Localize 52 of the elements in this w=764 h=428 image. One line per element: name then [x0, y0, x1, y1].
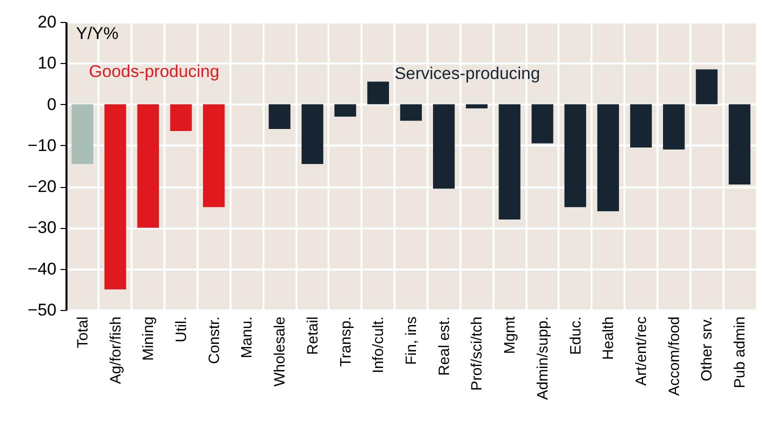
x-tick-label: Manu. [238, 316, 256, 358]
x-tick-label: Fin, ins [403, 316, 420, 365]
bar [728, 104, 750, 185]
bar [663, 104, 685, 150]
bar [203, 104, 225, 208]
bar [696, 69, 718, 104]
x-tick-label: Educ. [567, 316, 584, 355]
bar [564, 104, 586, 208]
x-tick-label: Prof/sci/tch [468, 316, 486, 391]
bar [367, 82, 389, 104]
x-tick-label: Accom/food [666, 316, 683, 396]
y-tick-label: 20 [38, 12, 56, 32]
x-tick-label: Wholesale [272, 316, 289, 387]
bar [268, 104, 290, 129]
x-tick-label: Real est. [436, 316, 453, 376]
bar [302, 104, 324, 164]
x-tick-label: Constr. [206, 316, 223, 364]
x-tick-label: Admin/supp. [534, 316, 552, 400]
bar [104, 104, 126, 290]
bar [137, 104, 159, 228]
annotation: Services-producing [394, 64, 540, 83]
x-tick-label: Health [600, 316, 618, 360]
y-tick-label: −30 [28, 218, 56, 238]
bar [72, 104, 94, 164]
x-tick-label: Mgmt [502, 316, 519, 354]
y-tick-label: −40 [28, 259, 56, 278]
bar [597, 104, 619, 212]
x-tick-label: Util. [173, 316, 190, 342]
x-tick-label: Total [74, 316, 92, 348]
x-tick-label: Retail [304, 316, 322, 355]
bar [630, 104, 652, 148]
y-tick-label: 10 [38, 54, 56, 73]
bar [466, 104, 488, 108]
annotation: Goods-producing [88, 62, 220, 81]
bar [334, 104, 356, 117]
annotation: Y/Y% [76, 24, 119, 43]
x-tick-label: Pub admin [732, 316, 749, 388]
y-tick-label: −10 [28, 136, 56, 155]
bar [498, 104, 520, 220]
x-tick-label: Info/cult. [370, 316, 388, 374]
x-tick-label: Other srv. [698, 316, 716, 382]
y-tick-label: −50 [28, 300, 56, 320]
y-tick-label: 0 [47, 94, 56, 114]
bar [532, 104, 554, 144]
bar [400, 104, 422, 121]
bar [170, 104, 192, 132]
bar [433, 104, 455, 189]
x-tick-label: Mining [140, 316, 158, 361]
y-tick-label: −20 [28, 177, 56, 196]
x-tick-label: Transp. [337, 316, 354, 367]
x-tick-label: Ag/for/fish [107, 316, 124, 384]
x-tick-label: Art/ent/rec [633, 316, 650, 386]
